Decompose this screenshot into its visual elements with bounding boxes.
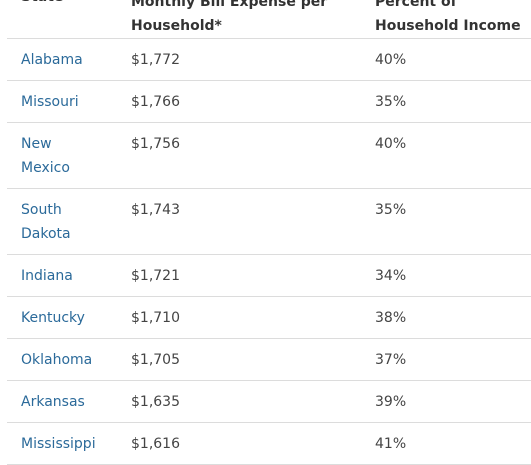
- state-link[interactable]: Arkansas: [7, 380, 117, 423]
- table-body: Alabama $1,772 40% Missouri $1,766 35% New Mex…: [7, 38, 531, 465]
- header-percent-income: Percent of Household Income: [361, 0, 531, 39]
- state-link[interactable]: New Mexico: [7, 122, 117, 189]
- table-row: Kentucky $1,710 38%: [7, 296, 531, 339]
- monthly-expense-cell: $1,721: [117, 254, 361, 297]
- percent-income-cell: 40%: [361, 38, 531, 81]
- header-row: State Monthly Bill Expense per Household…: [7, 0, 531, 39]
- state-link[interactable]: Indiana: [7, 254, 117, 297]
- state-link[interactable]: South Dakota: [7, 188, 117, 255]
- percent-income-cell: 41%: [361, 422, 531, 465]
- bill-expense-table: State Monthly Bill Expense per Household…: [7, 0, 531, 465]
- table-row: Oklahoma $1,705 37%: [7, 338, 531, 381]
- bill-expense-table-container: State Monthly Bill Expense per Household…: [7, 0, 531, 465]
- monthly-expense-cell: $1,772: [117, 38, 361, 81]
- header-monthly-expense: Monthly Bill Expense per Household*: [117, 0, 361, 39]
- percent-income-cell: 37%: [361, 338, 531, 381]
- monthly-expense-cell: $1,705: [117, 338, 361, 381]
- table-row: Alabama $1,772 40%: [7, 38, 531, 81]
- percent-income-cell: 39%: [361, 380, 531, 423]
- monthly-expense-cell: $1,710: [117, 296, 361, 339]
- percent-income-cell: 35%: [361, 188, 531, 255]
- table-row: Arkansas $1,635 39%: [7, 380, 531, 423]
- monthly-expense-cell: $1,743: [117, 188, 361, 255]
- monthly-expense-cell: $1,616: [117, 422, 361, 465]
- header-state: State: [7, 0, 117, 39]
- monthly-expense-cell: $1,756: [117, 122, 361, 189]
- table-row: Indiana $1,721 34%: [7, 254, 531, 297]
- percent-income-cell: 35%: [361, 80, 531, 123]
- percent-income-cell: 38%: [361, 296, 531, 339]
- table-row: Missouri $1,766 35%: [7, 80, 531, 123]
- state-link[interactable]: Oklahoma: [7, 338, 117, 381]
- percent-income-cell: 40%: [361, 122, 531, 189]
- table-header: State Monthly Bill Expense per Household…: [7, 0, 531, 39]
- table-row: South Dakota $1,743 35%: [7, 188, 531, 255]
- state-link[interactable]: Missouri: [7, 80, 117, 123]
- state-link[interactable]: Mississippi: [7, 422, 117, 465]
- table-row: Mississippi $1,616 41%: [7, 422, 531, 465]
- monthly-expense-cell: $1,635: [117, 380, 361, 423]
- table-row: New Mexico $1,756 40%: [7, 122, 531, 189]
- monthly-expense-cell: $1,766: [117, 80, 361, 123]
- percent-income-cell: 34%: [361, 254, 531, 297]
- state-link[interactable]: Kentucky: [7, 296, 117, 339]
- state-link[interactable]: Alabama: [7, 38, 117, 81]
